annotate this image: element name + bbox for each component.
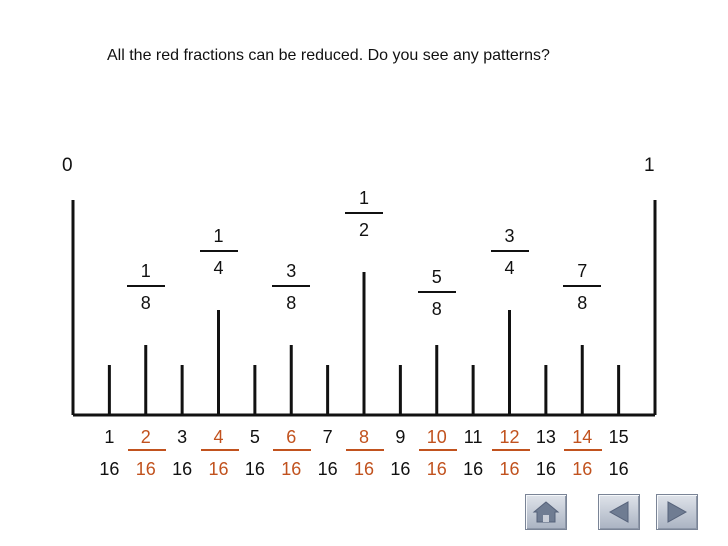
fraction-denominator: 16 xyxy=(608,459,629,479)
fraction-denominator: 16 xyxy=(172,459,193,479)
fraction-bar xyxy=(127,449,166,451)
sixteenth-fraction: 1 16 xyxy=(91,427,127,479)
fraction-denominator: 8 xyxy=(140,293,151,313)
fraction-numerator: 5 xyxy=(249,427,260,447)
fraction-bar xyxy=(273,449,312,451)
sixteenth-fraction: 15 16 xyxy=(601,427,637,479)
fraction-denominator: 16 xyxy=(535,459,556,479)
sixteenth-fraction: 4 16 xyxy=(200,427,239,479)
fraction-numerator: 1 xyxy=(213,226,224,246)
fraction-numerator: 3 xyxy=(504,226,515,246)
fraction-bar xyxy=(346,449,384,451)
fraction-denominator: 4 xyxy=(504,258,515,278)
ruler-start-label: 0 xyxy=(62,155,73,176)
ruler-end-label: 1 xyxy=(644,155,655,176)
instruction-text: All the red fractions can be reduced. Do… xyxy=(107,47,550,64)
fraction-numerator: 3 xyxy=(177,427,188,447)
sixteenth-fraction: 12 16 xyxy=(491,427,530,479)
fraction-denominator: 16 xyxy=(99,459,120,479)
sixteenth-fraction: 13 16 xyxy=(528,427,564,479)
fraction-denominator: 8 xyxy=(577,293,588,313)
fraction-bar xyxy=(417,291,456,293)
sixteenth-fraction: 2 16 xyxy=(127,427,166,479)
fraction-numerator: 2 xyxy=(140,427,151,447)
fraction-numerator: 12 xyxy=(499,427,520,447)
fraction-numerator: 13 xyxy=(535,427,556,447)
fraction-denominator: 16 xyxy=(135,459,156,479)
fraction-numerator: 7 xyxy=(577,261,588,281)
fraction-denominator: 4 xyxy=(213,258,224,278)
sixteenth-fraction: 6 16 xyxy=(273,427,312,479)
sixteenth-fraction: 7 16 xyxy=(310,427,346,479)
fraction-denominator: 16 xyxy=(281,459,302,479)
fraction-numerator: 9 xyxy=(395,427,406,447)
sixteenth-fraction: 14 16 xyxy=(564,427,603,479)
sixteenth-fraction: 11 16 xyxy=(455,427,491,479)
fraction-denominator: 16 xyxy=(317,459,338,479)
fraction-denominator: 16 xyxy=(572,459,593,479)
fraction-numerator: 3 xyxy=(286,261,297,281)
fraction-denominator: 16 xyxy=(244,459,265,479)
fraction-numerator: 4 xyxy=(213,427,224,447)
fraction-numerator: 6 xyxy=(286,427,297,447)
fraction-denominator: 2 xyxy=(358,220,369,240)
forward-button[interactable] xyxy=(656,494,698,530)
fraction-denominator: 16 xyxy=(390,459,411,479)
fraction-numerator: 14 xyxy=(572,427,593,447)
fraction-numerator: 15 xyxy=(608,427,629,447)
sixteenth-fraction: 8 16 xyxy=(346,427,384,479)
fraction-denominator: 16 xyxy=(463,459,484,479)
triangle-right-icon xyxy=(667,501,688,523)
fraction-numerator: 8 xyxy=(358,427,369,447)
fraction-bar xyxy=(490,250,529,252)
fraction-numerator: 1 xyxy=(358,188,369,208)
fraction-bar xyxy=(564,449,603,451)
fraction-bar xyxy=(200,449,239,451)
fraction-denominator: 8 xyxy=(286,293,297,313)
sixteenth-fraction: 9 16 xyxy=(382,427,418,479)
home-button[interactable] xyxy=(525,494,567,530)
fraction-numerator: 11 xyxy=(463,427,483,447)
fraction-denominator: 16 xyxy=(208,459,229,479)
fraction-bar xyxy=(345,212,383,214)
fraction-denominator: 16 xyxy=(499,459,520,479)
sixteenth-fraction: 3 16 xyxy=(164,427,200,479)
fraction-bar xyxy=(272,285,311,287)
back-button[interactable] xyxy=(598,494,640,530)
sixteenth-fraction: 10 16 xyxy=(418,427,457,479)
fraction-numerator: 7 xyxy=(322,427,333,447)
fraction-denominator: 8 xyxy=(431,299,442,319)
fraction-bar xyxy=(418,449,457,451)
sixteenth-fraction: 5 16 xyxy=(237,427,273,479)
fraction-bar xyxy=(199,250,238,252)
fraction-numerator: 5 xyxy=(431,267,442,287)
fraction-numerator: 1 xyxy=(104,427,115,447)
fraction-bar xyxy=(126,285,165,287)
fraction-bar xyxy=(491,449,530,451)
home-icon xyxy=(532,501,560,523)
fraction-denominator: 16 xyxy=(353,459,375,479)
fraction-numerator: 10 xyxy=(426,427,447,447)
fraction-numerator: 1 xyxy=(140,261,151,281)
triangle-left-icon xyxy=(608,501,629,523)
fraction-denominator: 16 xyxy=(426,459,447,479)
fraction-bar xyxy=(563,285,602,287)
